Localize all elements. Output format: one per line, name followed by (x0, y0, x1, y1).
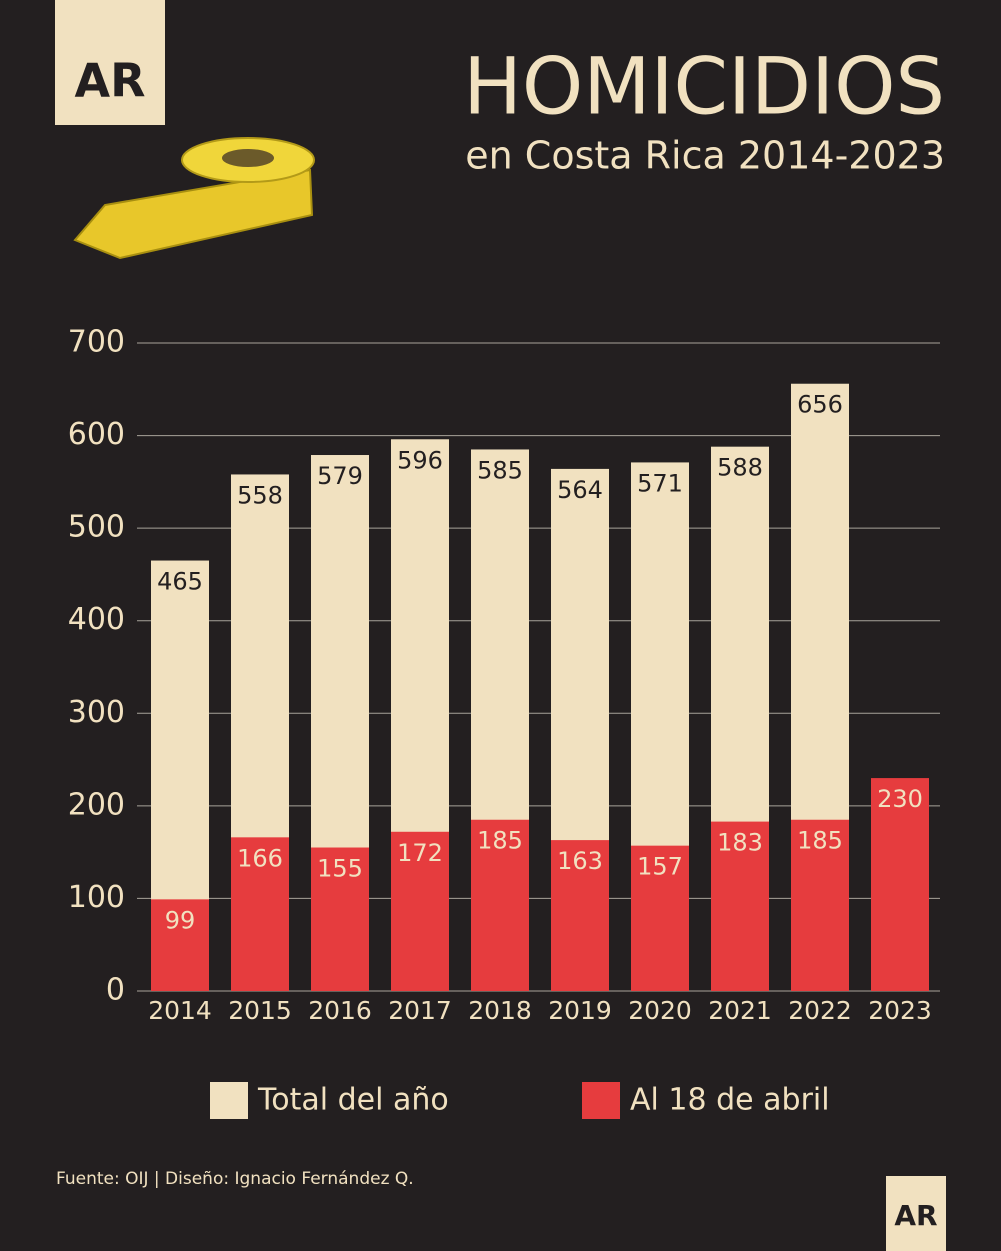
x-tick-label: 2016 (308, 996, 372, 1025)
y-tick-label: 0 (106, 973, 125, 1008)
data-label: 596 (397, 446, 443, 474)
tape-core (222, 149, 274, 167)
data-label: 465 (157, 568, 203, 596)
bar (311, 847, 369, 991)
data-label: 571 (637, 469, 683, 497)
chart-title: HOMICIDIOS (463, 42, 945, 132)
x-tick-label: 2023 (868, 996, 932, 1025)
x-tick-label: 2021 (708, 996, 772, 1025)
logo: AR (74, 54, 145, 108)
y-tick-label: 700 (68, 325, 125, 360)
data-label: 588 (717, 454, 763, 482)
data-label: 564 (557, 476, 603, 504)
legend-swatch (210, 1082, 248, 1119)
x-tick-label: 2022 (788, 996, 852, 1025)
y-tick-label: 300 (68, 695, 125, 730)
legend-label: Al 18 de abril (630, 1083, 830, 1118)
data-label: 166 (237, 844, 283, 872)
plot: 0 100 200 300 400 500 600 700 465 558 579 596 585 564… (68, 325, 940, 1119)
x-tick-label: 2018 (468, 996, 532, 1025)
tape-ribbon (73, 168, 314, 260)
bar (151, 899, 209, 991)
data-label: 579 (317, 462, 363, 490)
source: Fuente: OIJ | Diseño: Ignacio Fernández … (56, 1169, 414, 1189)
chart-subtitle: en Costa Rica 2014-2023 (465, 134, 945, 178)
y-tick-label: 400 (68, 602, 125, 637)
bar (471, 819, 529, 991)
y-tick-label: 200 (68, 787, 125, 822)
data-label: 163 (557, 847, 603, 875)
bar (551, 840, 609, 991)
logo-box (55, 0, 165, 125)
x-tick-label: 2014 (148, 996, 212, 1025)
data-label: 183 (717, 829, 763, 857)
legend-label: Total del año (257, 1083, 449, 1118)
police-tape (73, 137, 315, 260)
data-label: 185 (797, 827, 843, 855)
x-tick-label: 2019 (548, 996, 612, 1025)
data-label: 230 (877, 785, 923, 813)
bar (391, 831, 449, 991)
bar (711, 821, 769, 991)
data-label: 185 (477, 827, 523, 855)
bar (791, 819, 849, 991)
data-label: 656 (797, 391, 843, 419)
data-label: 157 (637, 853, 683, 881)
data-label: 172 (397, 839, 443, 867)
x-tick-label: 2017 (388, 996, 452, 1025)
bar (871, 778, 929, 991)
data-label: 155 (317, 855, 363, 883)
bar (631, 845, 689, 991)
x-tick-label: 2020 (628, 996, 692, 1025)
data-label: 99 (165, 906, 196, 934)
y-tick-label: 600 (68, 417, 125, 452)
data-label: 558 (237, 481, 283, 509)
data-label: 585 (477, 456, 523, 484)
logo: AR (894, 1199, 937, 1232)
legend-swatch (582, 1082, 620, 1119)
y-tick-label: 500 (68, 510, 125, 545)
bar (231, 837, 289, 991)
logo-box (886, 1176, 946, 1251)
x-tick-label: 2015 (228, 996, 292, 1025)
y-tick-label: 100 (68, 880, 125, 915)
